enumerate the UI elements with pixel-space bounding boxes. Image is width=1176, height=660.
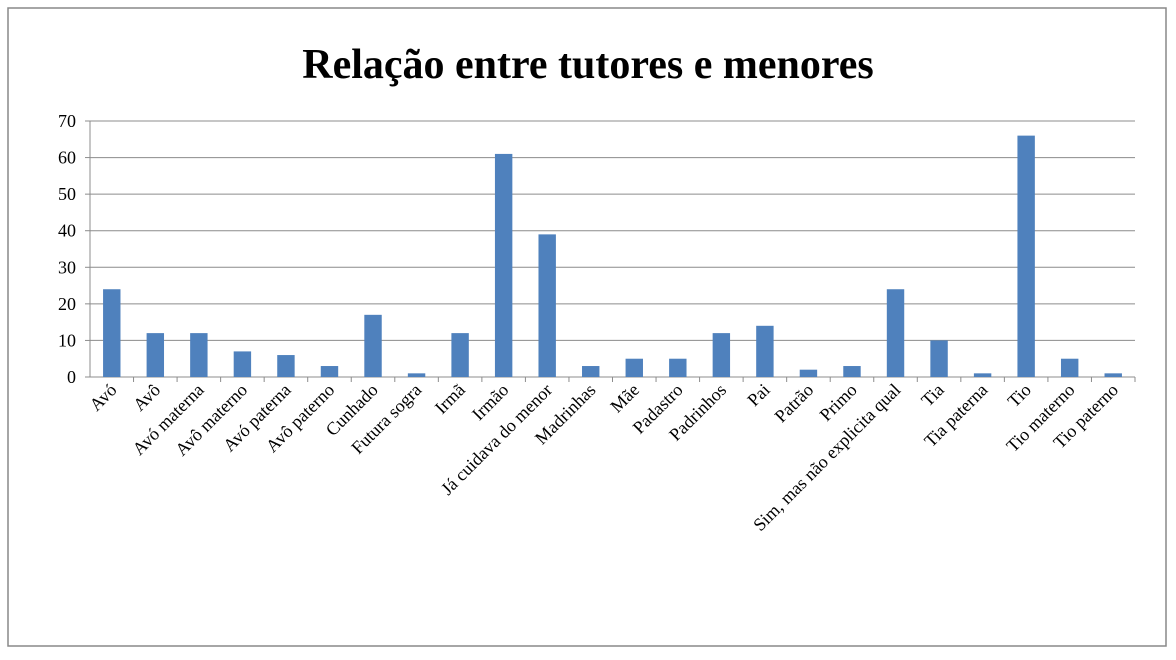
- bar: [669, 358, 687, 377]
- bar: [146, 333, 165, 377]
- bar: [625, 358, 643, 377]
- bar: [451, 333, 469, 377]
- bar: [582, 366, 600, 377]
- y-tick-label: 10: [58, 330, 76, 350]
- y-tick-label: 20: [58, 294, 76, 314]
- bar: [538, 234, 556, 377]
- y-tick-label: 40: [58, 221, 76, 241]
- bar: [843, 366, 861, 377]
- bar: [233, 351, 252, 377]
- y-tick-label: 70: [58, 111, 76, 131]
- bar: [930, 340, 948, 377]
- bar: [364, 314, 382, 377]
- y-tick-label: 50: [58, 184, 76, 204]
- bar: [320, 366, 339, 377]
- bar: [190, 333, 208, 377]
- y-tick-label: 30: [58, 257, 76, 277]
- bar: [712, 333, 731, 377]
- chart-frame: [7, 7, 1167, 647]
- y-tick-label: 60: [58, 148, 76, 168]
- y-tick-label: 0: [67, 367, 76, 387]
- bar: [756, 325, 774, 377]
- bar: [886, 289, 905, 377]
- bar: [407, 373, 426, 377]
- bar: [1060, 358, 1079, 377]
- bar: [973, 373, 992, 377]
- bar: [1104, 373, 1122, 377]
- bar: [103, 289, 121, 377]
- bar: [1017, 135, 1035, 377]
- bar: [799, 369, 818, 377]
- bar: [494, 153, 513, 377]
- chart-title: Relação entre tutores e menores: [302, 42, 874, 88]
- bar: [277, 355, 295, 377]
